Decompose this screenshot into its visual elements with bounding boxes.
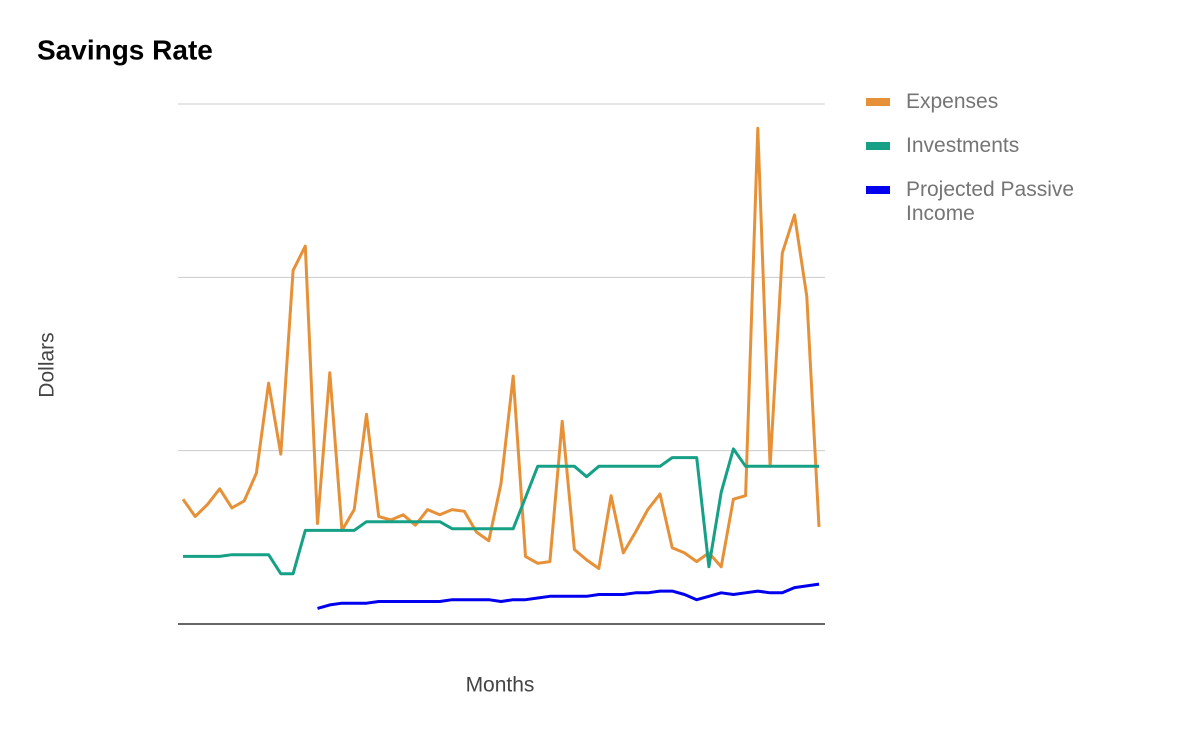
legend: Expenses Investments Projected Passive Inc… xyxy=(866,90,1096,246)
legend-label: Expenses xyxy=(906,90,999,113)
legend-swatch xyxy=(866,98,890,106)
x-axis-title: Months xyxy=(466,674,535,697)
chart-title: Savings Rate xyxy=(37,34,213,65)
legend-label: Projected Passive Income xyxy=(906,178,1075,225)
series-line xyxy=(183,447,819,576)
series-line xyxy=(317,582,820,610)
legend-entry: Projected Passive Income xyxy=(866,178,1096,226)
y-axis-title: Dollars xyxy=(36,332,59,397)
legend-swatch xyxy=(866,186,890,194)
legend-swatch xyxy=(866,142,890,150)
legend-label: Investments xyxy=(906,134,1020,157)
legend-entry: Investments xyxy=(866,134,1096,158)
series-line xyxy=(181,126,821,570)
legend-entry: Expenses xyxy=(866,90,1096,114)
